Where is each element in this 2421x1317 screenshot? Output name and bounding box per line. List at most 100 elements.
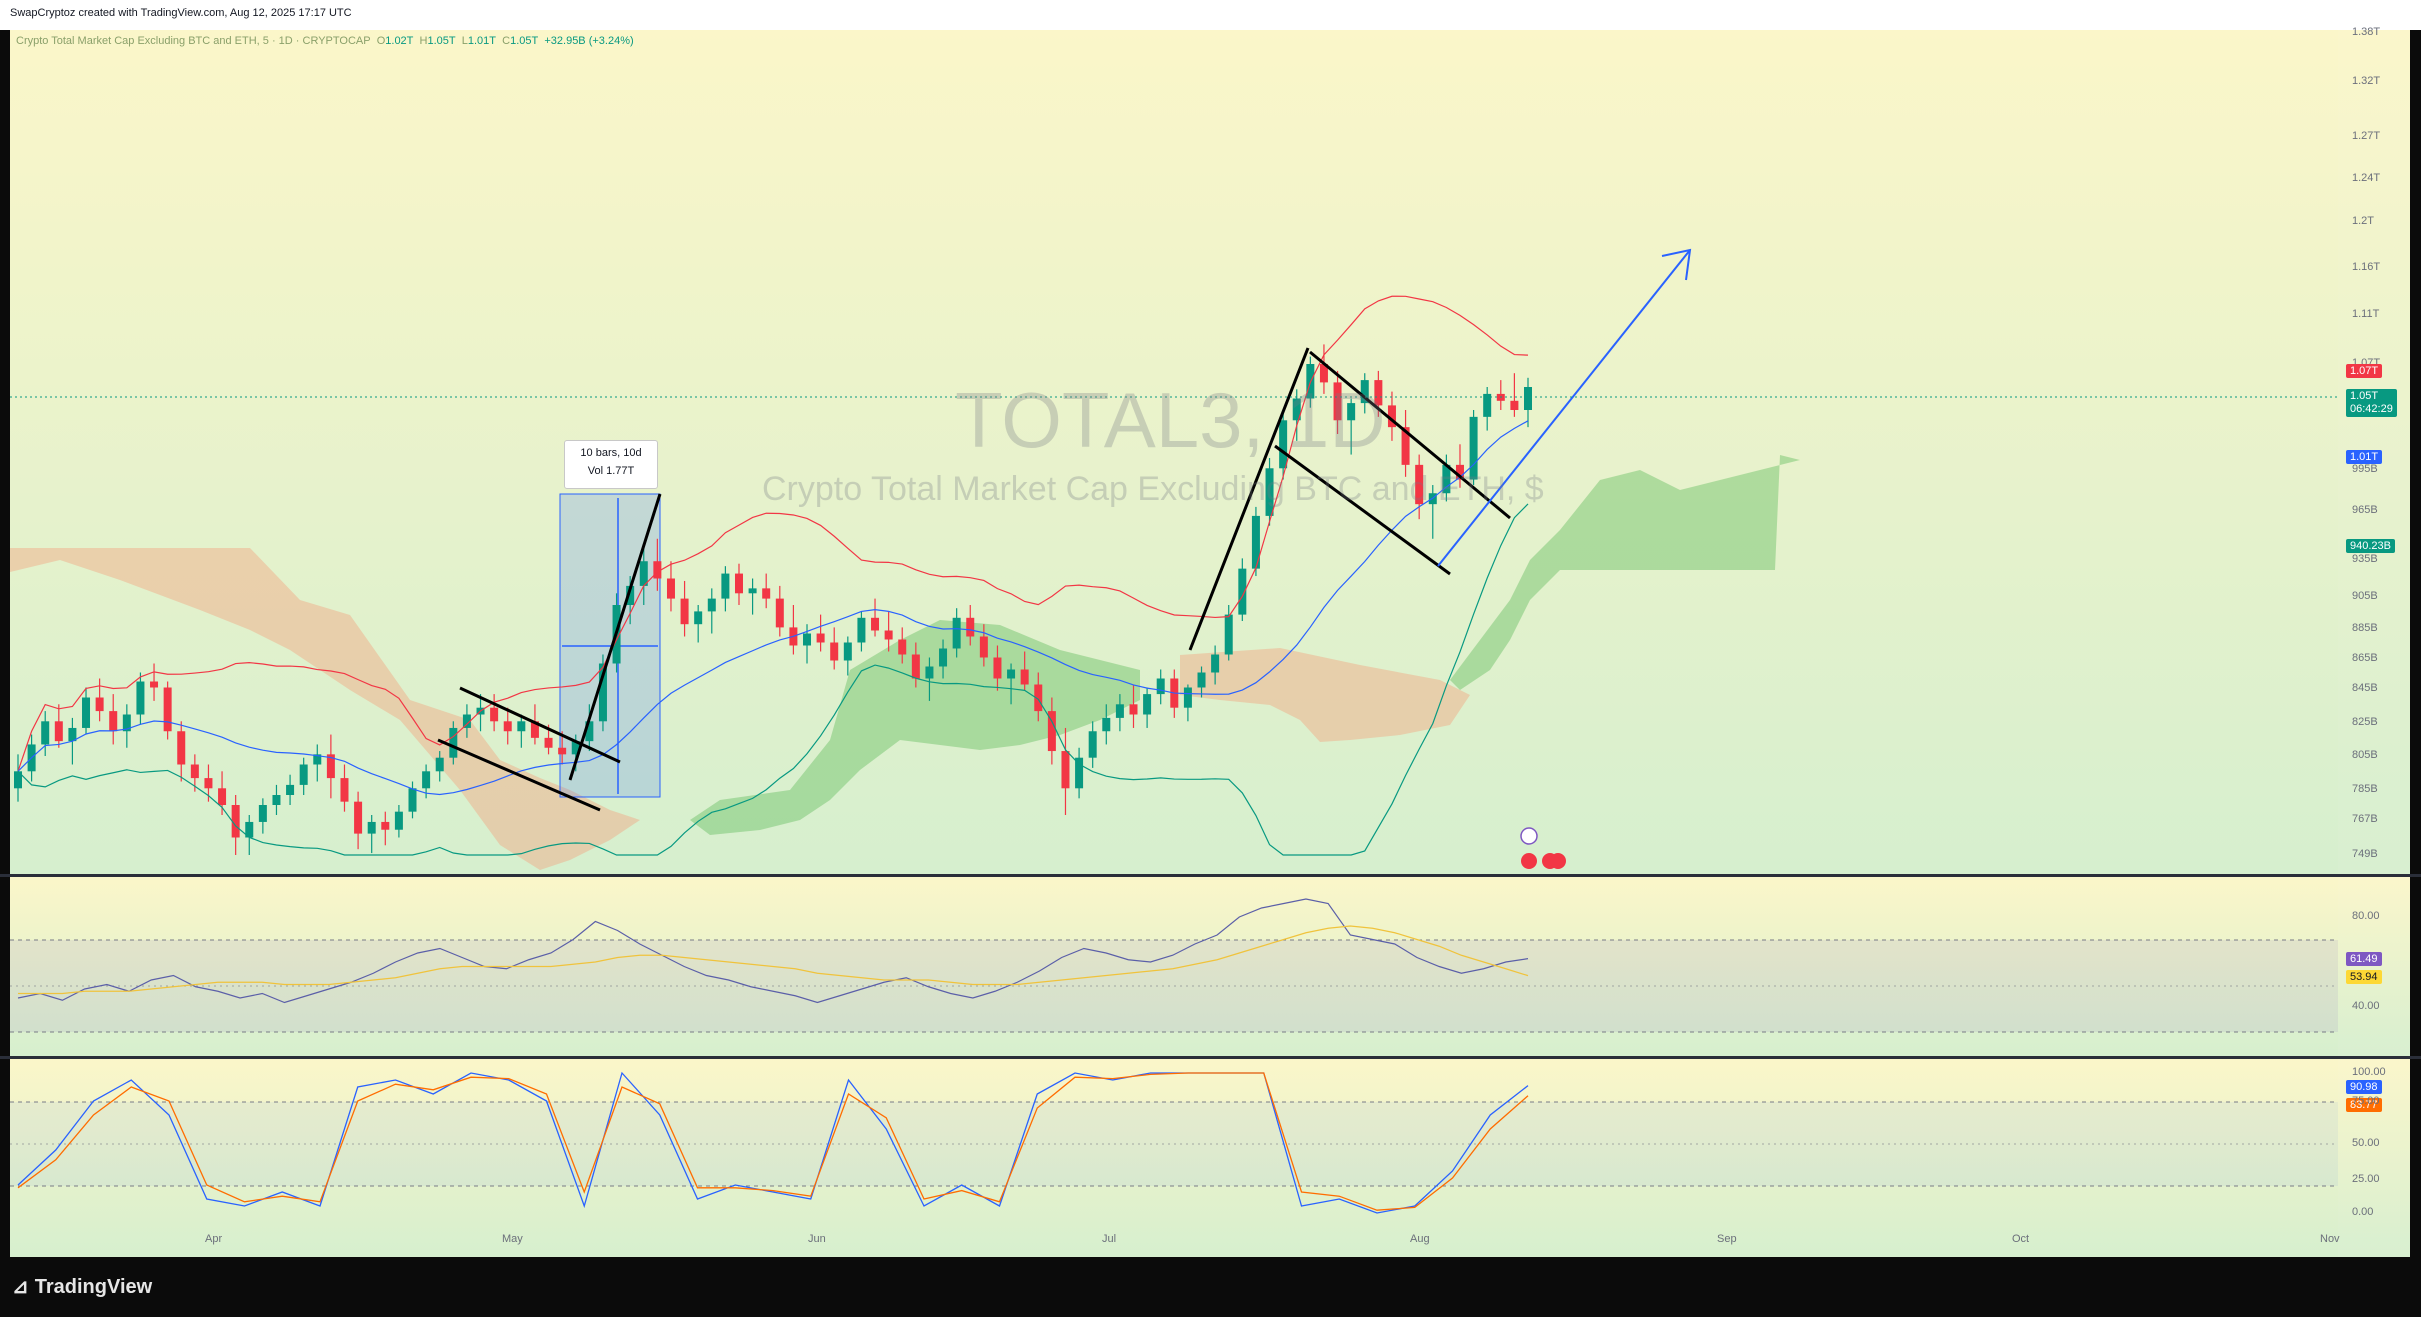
candle-body	[571, 741, 580, 755]
candle-body	[95, 697, 104, 712]
bb-lower-line	[17, 503, 1529, 856]
price-tick-label: 749B	[2352, 848, 2378, 860]
candle-body	[462, 714, 471, 728]
trendlines	[437, 347, 1511, 812]
rsi-lines	[17, 898, 1529, 1004]
candle-body	[911, 654, 920, 679]
candle-body	[1102, 717, 1111, 732]
candle-body	[1347, 403, 1356, 421]
stoch-k-line	[17, 1071, 1529, 1214]
candle-body	[993, 657, 1002, 679]
price-tick-label: 785B	[2352, 783, 2378, 795]
candle-body	[1238, 568, 1247, 615]
projection-arrowhead	[1661, 248, 1692, 281]
candle-body	[1442, 464, 1451, 494]
candle-body	[422, 771, 431, 789]
time-tick-label: Aug	[1410, 1233, 1430, 1245]
candle-body	[272, 795, 281, 805]
candle-body	[598, 663, 607, 722]
candle-body	[1061, 751, 1070, 789]
price-tick-label: 1.2T	[2352, 215, 2375, 227]
price-tick-label: 1.16T	[2352, 261, 2381, 273]
candle-body	[1401, 427, 1410, 465]
rsi-pane	[10, 877, 2410, 1056]
stoch-tick-label: 100.00	[2352, 1066, 2386, 1078]
candle-body	[68, 727, 77, 742]
candle-body	[1251, 515, 1260, 569]
candle-body	[734, 573, 743, 594]
price-tick-label: 995B	[2352, 463, 2378, 475]
candle-body	[1197, 672, 1206, 688]
event-flag-icon[interactable]	[1550, 853, 1566, 869]
candle-body	[435, 757, 444, 772]
candle-body	[1292, 398, 1301, 421]
top-credit-bar: SwapCryptoz created with TradingView.com…	[0, 0, 2421, 30]
stoch-tick-label: 0.00	[2352, 1206, 2374, 1218]
time-tick-label: Jul	[1102, 1233, 1117, 1245]
candle-body	[245, 821, 254, 838]
bollinger-bands	[17, 295, 1529, 856]
candle-body	[1115, 704, 1124, 718]
candle-body	[979, 636, 988, 658]
candle-body	[1047, 711, 1056, 752]
price-tick-label: 805B	[2352, 749, 2378, 761]
price-tick-label: 845B	[2352, 682, 2378, 694]
candle-body	[585, 721, 594, 742]
candle-body	[748, 588, 757, 594]
price-tick-label: 1.27T	[2352, 130, 2381, 142]
candle-body	[1455, 464, 1464, 480]
candle-body	[14, 771, 22, 789]
candle-body	[1360, 380, 1369, 404]
price-tick-label: 905B	[2352, 590, 2378, 602]
stoch-d-line	[17, 1072, 1529, 1211]
time-tick-label: Sep	[1717, 1233, 1737, 1245]
candle-body	[218, 788, 227, 805]
price-tick-label: 865B	[2352, 652, 2378, 664]
event-flag-icon[interactable]	[1521, 853, 1537, 869]
candle-body	[925, 666, 934, 679]
price-tick-label: 1.11T	[2352, 308, 2380, 320]
tradingview-logo[interactable]: ⊿ TradingView	[12, 1276, 153, 1298]
rsi-tick-label: 80.00	[2352, 910, 2380, 922]
candle-body	[1469, 416, 1478, 480]
candle-body	[1075, 757, 1084, 789]
credit-text: SwapCryptoz created with TradingView.com…	[10, 7, 352, 19]
candle-body	[367, 821, 376, 834]
candle-body	[299, 764, 308, 785]
candle-body	[680, 598, 689, 625]
candle-body	[109, 711, 118, 732]
candle-body	[1143, 694, 1152, 715]
candle-body	[898, 639, 907, 655]
candle-body	[884, 630, 893, 640]
rsi-badge: 61.49	[2346, 952, 2382, 966]
candle-body	[775, 598, 784, 628]
candle-body	[1034, 684, 1043, 712]
rsi-tick-label: 40.00	[2352, 1000, 2380, 1012]
price-tick-label: 1.32T	[2352, 75, 2381, 87]
candle-body	[313, 754, 322, 765]
event-lightning-icon[interactable]	[1520, 827, 1538, 845]
cloud-bull-area-3	[1450, 455, 1800, 690]
bb-basis-badge: 1.01T	[2346, 450, 2383, 464]
price-tick-label: 965B	[2352, 504, 2378, 516]
rsi-line	[17, 898, 1529, 1004]
candle-body	[177, 731, 186, 765]
time-tick-label: May	[502, 1233, 523, 1245]
candle-body	[830, 642, 839, 661]
price-tick-label: 885B	[2352, 622, 2378, 634]
candles-group	[14, 344, 1532, 855]
bb-lower-badge: 940.23B	[2346, 539, 2395, 553]
candle-body	[626, 585, 635, 605]
legend-change: +32.95B (+3.24%)	[544, 35, 634, 47]
candle-body	[1415, 464, 1424, 505]
candle-body	[653, 561, 662, 579]
candle-body	[340, 778, 349, 802]
candle-body	[258, 805, 267, 822]
projection-arrow	[1437, 249, 1691, 567]
rsi-ma-line	[18, 925, 1529, 995]
price-tick-label: 1.24T	[2352, 172, 2381, 184]
measure-tooltip: 10 bars, 10d Vol 1.77T	[564, 440, 658, 489]
candle-body	[1020, 669, 1029, 685]
stoch-tick-label: 75.00	[2352, 1095, 2380, 1107]
